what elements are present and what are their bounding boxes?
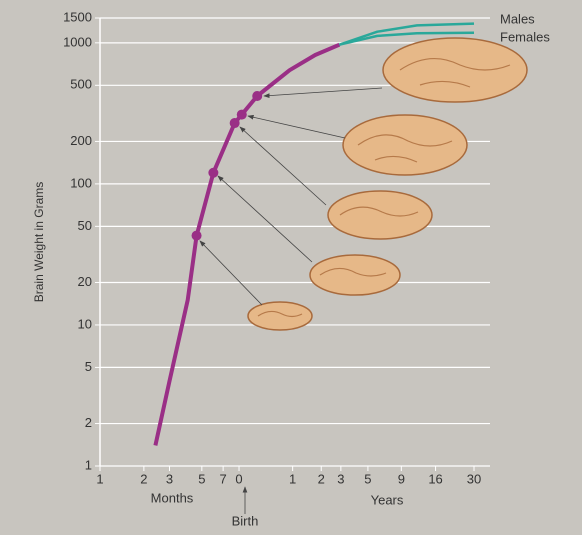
x-tick-label: 16 [428, 471, 442, 486]
x-tick-label: 5 [364, 471, 371, 486]
y-tick-label: 100 [70, 175, 92, 190]
x-tick-label: 0 [235, 471, 242, 486]
x-tick-label: 7 [220, 471, 227, 486]
x-axis-label: Months [151, 490, 194, 505]
data-point [252, 91, 262, 101]
data-point [208, 168, 218, 178]
y-tick-label: 10 [78, 316, 92, 331]
x-tick-label: 9 [398, 471, 405, 486]
x-tick-label: 3 [337, 471, 344, 486]
x-tick-label: 5 [198, 471, 205, 486]
data-point [237, 110, 247, 120]
x-tick-label: 30 [467, 471, 481, 486]
x-tick-label: 2 [140, 471, 147, 486]
legend-label: Males [500, 11, 535, 26]
y-tick-label: 1500 [63, 9, 92, 24]
x-tick-label: 1 [289, 471, 296, 486]
y-axis-label: Brain Weight in Grams [32, 182, 46, 303]
y-tick-label: 1000 [63, 34, 92, 49]
y-tick-label: 1 [85, 457, 92, 472]
y-tick-label: 2 [85, 415, 92, 430]
y-tick-label: 200 [70, 133, 92, 148]
y-tick-label: 500 [70, 77, 92, 92]
x-tick-label: 2 [318, 471, 325, 486]
x-tick-label: 1 [96, 471, 103, 486]
legend-label: Females [500, 29, 550, 44]
y-tick-label: 50 [78, 218, 92, 233]
x-axis-label: Years [371, 492, 404, 507]
data-point [192, 231, 202, 241]
data-point [230, 118, 240, 128]
y-tick-label: 5 [85, 359, 92, 374]
x-tick-label: 3 [166, 471, 173, 486]
chart: Brain Weight in Grams Months Years Birth… [0, 0, 582, 535]
y-tick-label: 20 [78, 274, 92, 289]
annotation: Birth [232, 513, 259, 528]
